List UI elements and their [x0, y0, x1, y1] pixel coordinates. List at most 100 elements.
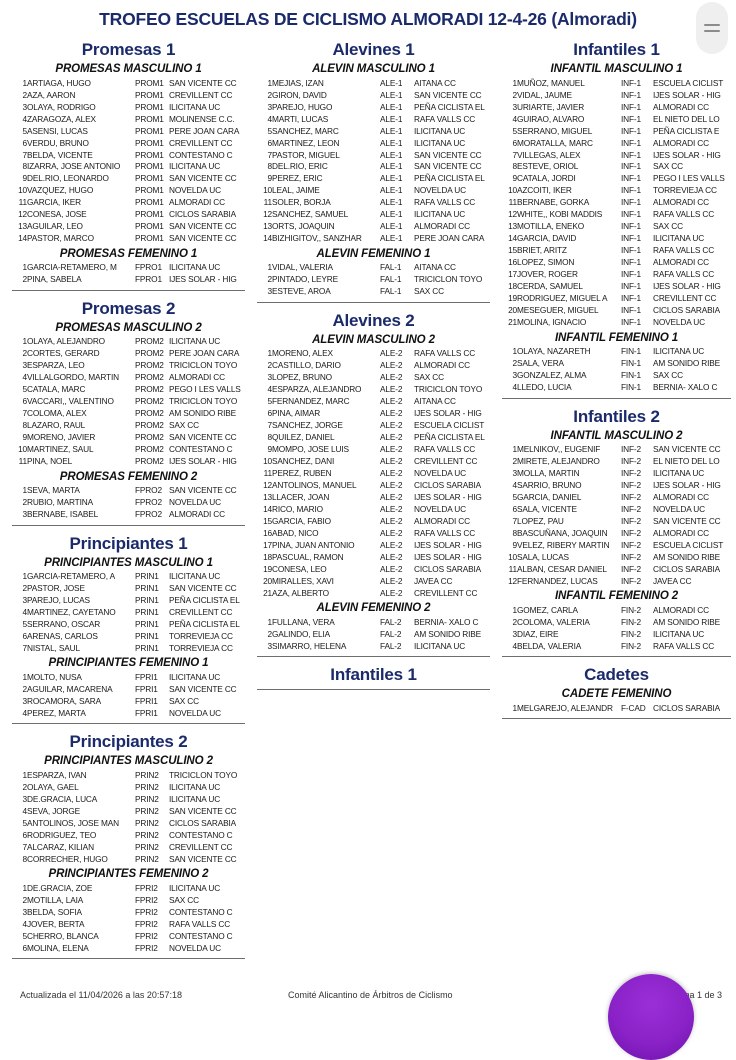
- rider-name: DE.GRACIA, ZOE: [27, 882, 93, 893]
- table-row: 13 AGUILAR, LEO PROM1 SAN VICENTE CC: [12, 221, 245, 233]
- category-title: PROMESAS MASCULINO 1: [55, 63, 202, 75]
- rider-category: INF-1: [621, 77, 641, 88]
- table-row: 20 MESEGUER, MIGUEL INF-1 CICLOS SARABIA: [502, 305, 731, 317]
- rider-number: 18: [263, 552, 272, 563]
- table-row: 13 ORTS, JOAQUIN ALE-1 ALMORADI CC: [257, 221, 490, 233]
- rider-number: 2: [512, 358, 517, 369]
- rider-number: 2: [22, 894, 27, 905]
- table-row: 8 DEL.RIO, ERIC ALE-1 SAN VICENTE CC: [257, 161, 490, 173]
- rider-name: MORATALLA, MARC: [517, 137, 593, 148]
- rider-club: CREVILLENT CC: [169, 137, 233, 148]
- rider-number: 10: [508, 185, 517, 196]
- table-row: 1 FULLANA, VERA FAL-2 BERNIA- XALO C: [257, 616, 490, 628]
- rider-name: JOVER, BERTA: [27, 918, 85, 929]
- category-title: PROMESAS MASCULINO 2: [55, 321, 202, 334]
- rider-category: ALE-2: [380, 504, 403, 515]
- rider-name: BERNABE, GORKA: [517, 197, 590, 208]
- table-row: 12 ANTOLINOS, MANUEL ALE-2 CICLOS SARABIA: [257, 480, 490, 492]
- rider-name: LLEDO, LUCIA: [517, 382, 572, 393]
- rider-number: 13: [263, 492, 272, 503]
- rider-name: BIZHIGITOV,, SANZHAR: [272, 233, 362, 244]
- riders-table: 1 MELGAREJO, ALEJANDR F-CAD CICLOS SARABIA: [502, 702, 731, 714]
- rider-number: 7: [267, 149, 272, 160]
- rider-number: 10: [508, 552, 517, 563]
- table-row: 10 SALA, LUCAS INF-2 AM SONIDO RIBE: [502, 551, 731, 563]
- rider-club: SAX CC: [653, 221, 683, 232]
- rider-club: ILICITANA UC: [169, 161, 221, 172]
- rider-name: MUÑOZ, MANUEL: [517, 77, 585, 88]
- rider-club: TRICICLON TOYO: [169, 769, 238, 780]
- rider-number: 8: [22, 161, 27, 172]
- rider-name: QUILEZ, DANIEL: [272, 432, 335, 443]
- rider-club: CREVILLENT CC: [653, 293, 717, 304]
- rider-number: 2: [22, 781, 27, 792]
- rider-name: AZA, AARON: [27, 89, 76, 100]
- category-title: PRINCIPIANTES MASCULINO 2: [44, 755, 213, 768]
- rider-number: 9: [267, 173, 272, 184]
- table-row: 1 MELGAREJO, ALEJANDR F-CAD CICLOS SARABIA: [502, 702, 731, 714]
- section-divider: [12, 289, 245, 291]
- rider-club: IJES SOLAR - HIG: [653, 480, 721, 491]
- rider-name: GARCIA, FABIO: [272, 516, 331, 527]
- rider-club: PEÑA CICLISTA EL: [169, 619, 240, 630]
- rider-name: PEREZ, ERIC: [272, 173, 323, 184]
- rider-name: ANTOLINOS, JOSE MAN: [27, 817, 119, 828]
- rider-category: ALE-2: [380, 396, 403, 407]
- rider-name: CERDA, SAMUEL: [517, 281, 583, 292]
- rider-club: SAN VICENTE CC: [414, 149, 482, 160]
- rider-club: SAN VICENTE CC: [169, 805, 237, 816]
- rider-number: 7: [22, 149, 27, 160]
- rider-name: PINA, JUAN ANTONIO: [272, 540, 355, 551]
- rider-name: CONESA, JOSE: [27, 209, 87, 220]
- section-divider: [257, 656, 490, 658]
- table-row: 1 OLAYA, ALEJANDRO PROM2 ILICITANA UC: [12, 336, 245, 348]
- rider-number: 4: [267, 113, 272, 124]
- floating-action-button[interactable]: [608, 974, 694, 1060]
- rider-club: AITANA CC: [414, 262, 456, 273]
- rider-name: AZA, ALBERTO: [272, 588, 329, 599]
- rider-number: 4: [22, 372, 27, 383]
- rider-name: DIAZ, EIRE: [517, 628, 559, 639]
- table-row: 19 CONESA, LEO ALE-2 CICLOS SARABIA: [257, 563, 490, 575]
- rider-number: 3: [22, 695, 27, 706]
- rider-name: ABAD, NICO: [272, 528, 319, 539]
- rider-club: PEÑA CICLISTA EL: [414, 173, 485, 184]
- hamburger-menu-icon[interactable]: [696, 2, 728, 54]
- rider-name: VILLALGORDO, MARTIN: [27, 372, 119, 383]
- rider-name: MORENO, JAVIER: [27, 432, 96, 443]
- rider-number: 6: [512, 137, 517, 148]
- rider-club: ALMORADI CC: [653, 197, 709, 208]
- rider-number: 16: [263, 528, 272, 539]
- rider-number: 4: [512, 480, 517, 491]
- rider-club: TORREVIEJA CC: [653, 185, 717, 196]
- table-row: 18 PASCUAL, RAMON ALE-2 IJES SOLAR - HIG: [257, 551, 490, 563]
- rider-number: 5: [22, 930, 27, 941]
- riders-table: 1 ARTIAGA, HUGO PROM1 SAN VICENTE CC 2 AZA, A…: [12, 77, 245, 245]
- table-row: 6 VERDU, BRUNO PROM1 CREVILLENT CC: [12, 137, 245, 149]
- rider-number: 7: [22, 408, 27, 419]
- rider-number: 1: [22, 672, 27, 683]
- rider-name: MOTILLA, ENEKO: [517, 221, 585, 232]
- table-row: 1 GARCIA-RETAMERO, A PRIN1 ILICITANA UC: [12, 571, 245, 583]
- rider-category: ALE-1: [380, 173, 403, 184]
- group-title: Promesas 1: [81, 40, 176, 59]
- group-title: Cadetes: [584, 665, 649, 685]
- table-row: 3 OLAYA, RODRIGO PROM1 ILICITANA UC: [12, 101, 245, 113]
- table-row: 2 PINTADO, LEYRE FAL-1 TRICICLON TOYO: [257, 274, 490, 286]
- rider-number: 6: [267, 408, 272, 419]
- table-row: 13 LLACER, JOAN ALE-2 IJES SOLAR - HIG: [257, 492, 490, 504]
- rider-name: VILLEGAS, ALEX: [517, 149, 581, 160]
- rider-number: 2: [512, 617, 517, 627]
- rider-club: CICLOS SARABIA: [653, 564, 721, 575]
- rider-category: FPRO2: [135, 485, 162, 496]
- rider-category: ALE-2: [380, 576, 403, 587]
- category-title: PROMESAS FEMENINO 1: [59, 247, 198, 260]
- rider-category: PROM1: [135, 209, 164, 220]
- table-row: 9 VELEZ, RIBERY MARTIN INF-2 ESCUELA CICLIS…: [502, 539, 731, 551]
- rider-club: SAX CC: [653, 370, 683, 381]
- rider-name: ALCARAZ, KILIAN: [27, 841, 94, 852]
- section-divider: [257, 689, 490, 691]
- rider-number: 5: [267, 396, 272, 407]
- rider-number: 2: [22, 497, 27, 508]
- rider-name: LLACER, JOAN: [272, 492, 330, 503]
